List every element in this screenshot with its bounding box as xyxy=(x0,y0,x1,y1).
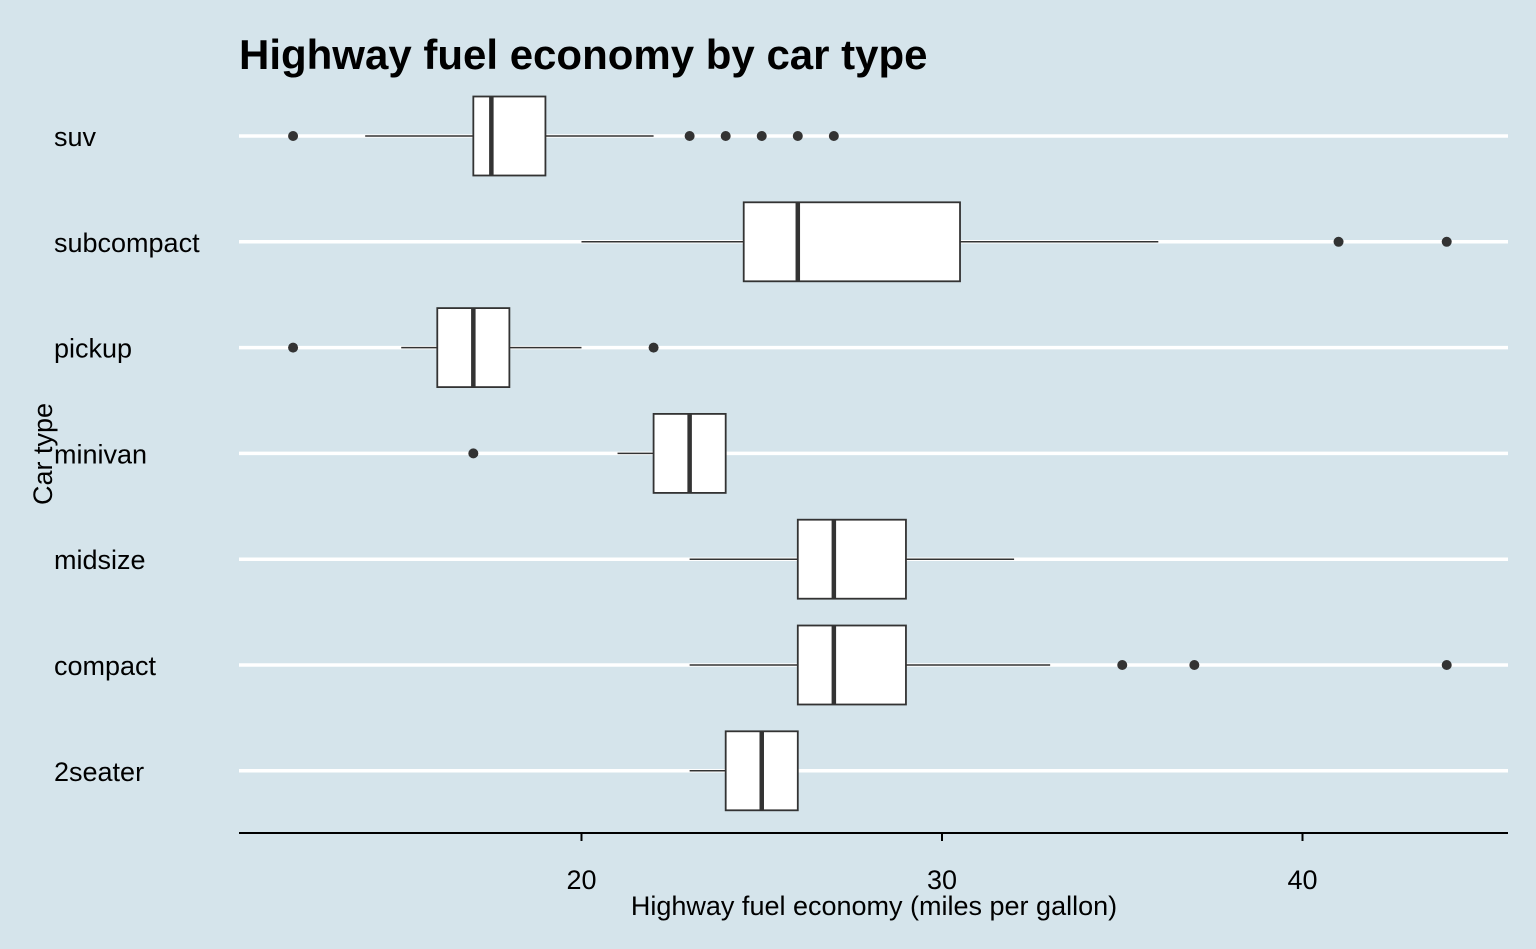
category-label-pickup: pickup xyxy=(54,334,132,364)
box-iqr-suv xyxy=(472,95,547,177)
x-tick-label-40: 40 xyxy=(1287,865,1317,895)
x-axis-title: Highway fuel economy (miles per gallon) xyxy=(631,891,1117,921)
chart-title: Highway fuel economy by car type xyxy=(239,31,928,78)
outlier-suv-3 xyxy=(756,131,767,141)
box-2seater xyxy=(689,730,799,812)
outlier-compact-0 xyxy=(1117,660,1128,670)
x-tick-label-20: 20 xyxy=(566,865,596,895)
category-label-subcompact: subcompact xyxy=(54,228,200,258)
box-minivan xyxy=(468,412,727,494)
category-labels: suv subcompact pickup minivan midsize compact… xyxy=(54,122,200,787)
outlier-compact-2 xyxy=(1441,660,1452,670)
box-compact xyxy=(689,624,1452,706)
outlier-suv-2 xyxy=(720,131,731,141)
outlier-pickup-1 xyxy=(648,342,659,353)
box-iqr-subcompact xyxy=(742,201,961,283)
category-label-minivan: minivan xyxy=(54,439,147,469)
outlier-suv-5 xyxy=(828,131,839,141)
outlier-suv-1 xyxy=(684,131,695,141)
box-iqr-midsize xyxy=(796,518,907,600)
x-tick-label-30: 30 xyxy=(927,865,957,895)
y-axis-title: Car type xyxy=(28,403,58,505)
outlier-suv-4 xyxy=(792,131,803,141)
box-subcompact xyxy=(581,201,1452,283)
outlier-compact-1 xyxy=(1189,660,1200,670)
outlier-subcompact-0 xyxy=(1333,236,1344,247)
category-label-compact: compact xyxy=(54,651,157,681)
box-suv xyxy=(288,95,839,177)
category-label-suv: suv xyxy=(54,122,97,152)
box-midsize xyxy=(689,518,1015,600)
outlier-subcompact-1 xyxy=(1441,236,1452,247)
outlier-pickup-0 xyxy=(288,342,299,353)
box-layer xyxy=(288,95,1452,812)
category-label-midsize: midsize xyxy=(54,545,146,575)
x-axis: 20 30 40 xyxy=(239,832,1508,895)
outlier-minivan-0 xyxy=(468,448,479,459)
box-pickup xyxy=(288,307,659,389)
box-iqr-compact xyxy=(796,624,907,706)
category-label-2seater: 2seater xyxy=(54,757,144,787)
outlier-suv-0 xyxy=(288,131,299,141)
